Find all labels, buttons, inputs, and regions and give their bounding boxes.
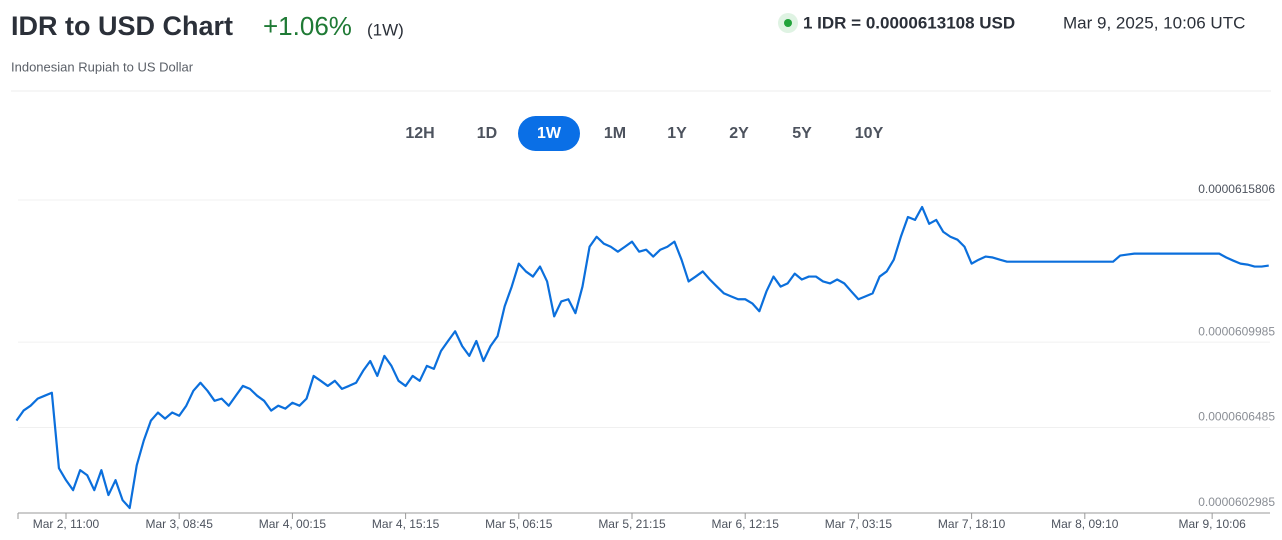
x-tick-label: Mar 5, 06:15 <box>485 517 553 531</box>
range-button-label[interactable]: 10Y <box>855 125 884 142</box>
range-buttons: 12H 1D 1W 1M 1Y 2Y 5Y 10Y <box>405 116 884 151</box>
x-tick-label: Mar 2, 11:00 <box>33 517 100 531</box>
range-button[interactable]: 5Y <box>792 125 812 142</box>
range-button[interactable]: 1M <box>604 125 626 142</box>
x-tick-label: Mar 3, 08:45 <box>146 517 214 531</box>
rate: 1 IDR = 0.0000613108 USD <box>803 13 1015 32</box>
range-button[interactable]: 10Y <box>855 125 884 142</box>
range-button-label[interactable]: 1W <box>537 125 562 142</box>
title: IDR to USD Chart <box>11 11 233 41</box>
x-tick-label: Mar 9, 10:06 <box>1178 517 1246 531</box>
price-line <box>15 205 1269 510</box>
range-button-label[interactable]: 2Y <box>729 125 749 142</box>
range-button-label[interactable]: 5Y <box>792 125 812 142</box>
x-tick-label: Mar 4, 00:15 <box>259 517 327 531</box>
range-button[interactable]: 2Y <box>729 125 749 142</box>
subtitle: Indonesian Rupiah to US Dollar <box>11 59 194 74</box>
range-button-label[interactable]: 1D <box>477 125 497 142</box>
range-button[interactable]: 1D <box>477 125 497 142</box>
range-button[interactable]: 1W <box>518 116 580 151</box>
chart: 0.0000602985 0.0000606485 0.0000609985 0.00… <box>15 182 1275 531</box>
timestamp: Mar 9, 2025, 10:06 UTC <box>1063 13 1245 32</box>
y-tick-label: 0.0000602985 <box>1198 495 1275 509</box>
x-tick-label: Mar 7, 18:10 <box>938 517 1006 531</box>
period: (1W) <box>367 20 404 39</box>
y-tick-label: 0.0000606485 <box>1198 410 1275 424</box>
x-tick-label: Mar 4, 15:15 <box>372 517 440 531</box>
x-tick-label: Mar 5, 21:15 <box>598 517 666 531</box>
y-tick-label: 0.0000615806 <box>1198 182 1275 196</box>
range-button[interactable]: 12H <box>405 125 434 142</box>
x-tick-label: Mar 7, 03:15 <box>825 517 893 531</box>
range-button-label[interactable]: 1Y <box>667 125 687 142</box>
range-button-bg[interactable] <box>518 116 580 151</box>
change: +1.06% <box>263 11 352 41</box>
x-tick-label: Mar 8, 09:10 <box>1051 517 1119 531</box>
range-button-label[interactable]: 12H <box>405 125 434 142</box>
y-tick-label: 0.0000609985 <box>1198 324 1275 338</box>
live-dot <box>784 19 792 27</box>
range-button-label[interactable]: 1M <box>604 125 626 142</box>
range-button[interactable]: 1Y <box>667 125 687 142</box>
x-tick-label: Mar 6, 12:15 <box>712 517 780 531</box>
